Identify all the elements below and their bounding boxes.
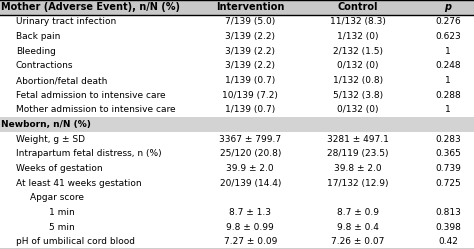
Bar (0, 146, 474, 161)
Text: 28/119 (23.5): 28/119 (23.5) (327, 149, 389, 158)
Text: 39.8 ± 2.0: 39.8 ± 2.0 (334, 164, 382, 173)
Text: Fetal admission to intensive care: Fetal admission to intensive care (16, 91, 165, 100)
Text: 3281 ± 497.1: 3281 ± 497.1 (327, 135, 389, 144)
Text: Contractions: Contractions (16, 62, 73, 70)
Text: 1/132 (0.8): 1/132 (0.8) (333, 76, 383, 85)
Bar (0, 44, 474, 59)
Text: Weight, g ± SD: Weight, g ± SD (16, 135, 85, 144)
Text: 0.623: 0.623 (435, 32, 461, 41)
Text: 0.365: 0.365 (435, 149, 461, 158)
Text: 3367 ± 799.7: 3367 ± 799.7 (219, 135, 282, 144)
Text: Intervention: Intervention (216, 2, 284, 12)
Text: 0.276: 0.276 (435, 17, 461, 26)
Bar (0, 205, 474, 220)
Text: 1: 1 (445, 76, 451, 85)
Text: At least 41 weeks gestation: At least 41 weeks gestation (16, 179, 141, 187)
Text: Weeks of gestation: Weeks of gestation (16, 164, 102, 173)
Text: 3/139 (2.2): 3/139 (2.2) (225, 62, 275, 70)
Text: 8.7 ± 1.3: 8.7 ± 1.3 (229, 208, 271, 217)
Bar (0, 59, 474, 73)
Text: 0.398: 0.398 (435, 223, 461, 232)
Text: pH of umbilical cord blood: pH of umbilical cord blood (16, 237, 135, 246)
Text: 39.9 ± 2.0: 39.9 ± 2.0 (227, 164, 274, 173)
Text: 0.283: 0.283 (435, 135, 461, 144)
Bar (0, 234, 474, 249)
Text: 9.8 ± 0.4: 9.8 ± 0.4 (337, 223, 379, 232)
Text: 0/132 (0): 0/132 (0) (337, 62, 379, 70)
Text: Mother admission to intensive care: Mother admission to intensive care (16, 105, 175, 114)
Text: 1/139 (0.7): 1/139 (0.7) (225, 76, 275, 85)
Text: 0.725: 0.725 (435, 179, 461, 187)
Text: 0/132 (0): 0/132 (0) (337, 105, 379, 114)
Bar (0, 190, 474, 205)
Text: 17/132 (12.9): 17/132 (12.9) (327, 179, 389, 187)
Text: 1/139 (0.7): 1/139 (0.7) (225, 105, 275, 114)
Text: Newborn, n/N (%): Newborn, n/N (%) (1, 120, 91, 129)
Text: 3/139 (2.2): 3/139 (2.2) (225, 47, 275, 56)
Text: 0.248: 0.248 (435, 62, 461, 70)
Bar (0, 88, 474, 103)
Text: Intrapartum fetal distress, n (%): Intrapartum fetal distress, n (%) (16, 149, 161, 158)
Text: 2/132 (1.5): 2/132 (1.5) (333, 47, 383, 56)
Text: Apgar score: Apgar score (30, 193, 84, 202)
Bar (0, 161, 474, 176)
Text: 1/132 (0): 1/132 (0) (337, 32, 379, 41)
Text: 0.813: 0.813 (435, 208, 461, 217)
Text: 7.26 ± 0.07: 7.26 ± 0.07 (331, 237, 384, 246)
Bar (0, 176, 474, 190)
Text: 0.739: 0.739 (435, 164, 461, 173)
Text: 1 min: 1 min (49, 208, 74, 217)
Text: 8.7 ± 0.9: 8.7 ± 0.9 (337, 208, 379, 217)
Bar (0, 117, 474, 132)
Text: 0.288: 0.288 (435, 91, 461, 100)
Text: Abortion/fetal death: Abortion/fetal death (16, 76, 107, 85)
Text: 9.8 ± 0.99: 9.8 ± 0.99 (227, 223, 274, 232)
Text: 5/132 (3.8): 5/132 (3.8) (333, 91, 383, 100)
Text: Control: Control (337, 2, 378, 12)
Bar (0, 0, 474, 15)
Text: 11/132 (8.3): 11/132 (8.3) (330, 17, 386, 26)
Text: 1: 1 (445, 105, 451, 114)
Bar (0, 220, 474, 234)
Text: Urinary tract infection: Urinary tract infection (16, 17, 116, 26)
Bar (0, 103, 474, 117)
Bar (0, 15, 474, 29)
Text: 5 min: 5 min (49, 223, 74, 232)
Text: Back pain: Back pain (16, 32, 60, 41)
Text: Bleeding: Bleeding (16, 47, 55, 56)
Bar (0, 29, 474, 44)
Text: 25/120 (20.8): 25/120 (20.8) (219, 149, 281, 158)
Text: 1: 1 (445, 47, 451, 56)
Text: 20/139 (14.4): 20/139 (14.4) (219, 179, 281, 187)
Bar (0, 73, 474, 88)
Bar (0, 132, 474, 146)
Text: 0.42: 0.42 (438, 237, 458, 246)
Text: 3/139 (2.2): 3/139 (2.2) (225, 32, 275, 41)
Text: 7.27 ± 0.09: 7.27 ± 0.09 (224, 237, 277, 246)
Text: p: p (445, 2, 451, 12)
Text: Mother (Adverse Event), n/N (%): Mother (Adverse Event), n/N (%) (1, 2, 181, 12)
Text: 10/139 (7.2): 10/139 (7.2) (222, 91, 278, 100)
Text: 7/139 (5.0): 7/139 (5.0) (225, 17, 275, 26)
